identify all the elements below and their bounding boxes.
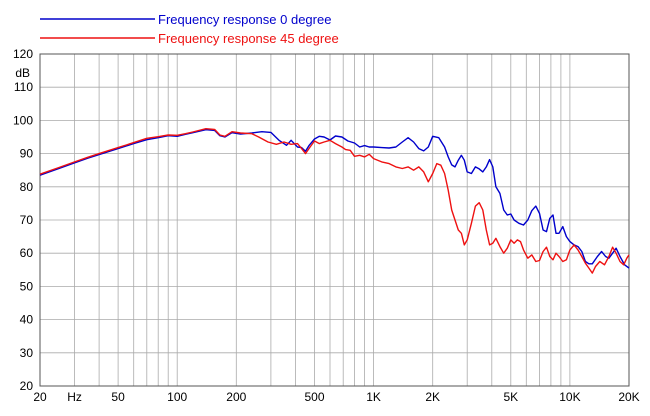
x-tick-label: 2K xyxy=(425,390,440,404)
x-tick-label: Hz xyxy=(67,390,82,404)
y-tick-label: 30 xyxy=(20,346,34,360)
plot-area xyxy=(39,53,630,387)
y-tick-label: 60 xyxy=(20,246,34,260)
x-tick-label: 20 xyxy=(33,390,47,404)
x-tick-label: 1K xyxy=(366,390,381,404)
y-tick-label: 80 xyxy=(20,180,34,194)
x-tick-label: 5K xyxy=(503,390,518,404)
y-tick-label: 90 xyxy=(20,147,34,161)
x-tick-label: 10K xyxy=(559,390,580,404)
legend-label: Frequency response 0 degree xyxy=(158,12,331,27)
legend-label: Frequency response 45 degree xyxy=(158,31,339,46)
y-tick-label: 110 xyxy=(14,80,33,94)
series-line-0-degree xyxy=(39,128,630,269)
y-tick-label: 40 xyxy=(20,313,34,327)
y-axis-label: dB xyxy=(15,66,30,80)
x-tick-label: 50 xyxy=(111,390,125,404)
series-line-45-degree xyxy=(39,127,630,274)
y-tick-label: 50 xyxy=(20,279,34,293)
legend: Frequency response 0 degree Frequency res… xyxy=(40,12,339,46)
y-tick-labels: 20 30 40 50 60 70 80 90 100 110 120 xyxy=(13,47,33,393)
x-tick-label: 20K xyxy=(618,390,639,404)
y-tick-label: 120 xyxy=(13,47,33,61)
x-tick-label: 100 xyxy=(167,390,187,404)
y-tick-label: 70 xyxy=(20,213,34,227)
x-tick-label: 200 xyxy=(226,390,246,404)
x-tick-label: 500 xyxy=(304,390,324,404)
y-tick-label: 20 xyxy=(20,379,34,393)
y-tick-label: 100 xyxy=(13,113,33,127)
series-layer xyxy=(39,127,630,274)
x-tick-labels: 20 Hz 50 100 200 500 1K 2K 5K 10K 20K xyxy=(33,390,639,404)
